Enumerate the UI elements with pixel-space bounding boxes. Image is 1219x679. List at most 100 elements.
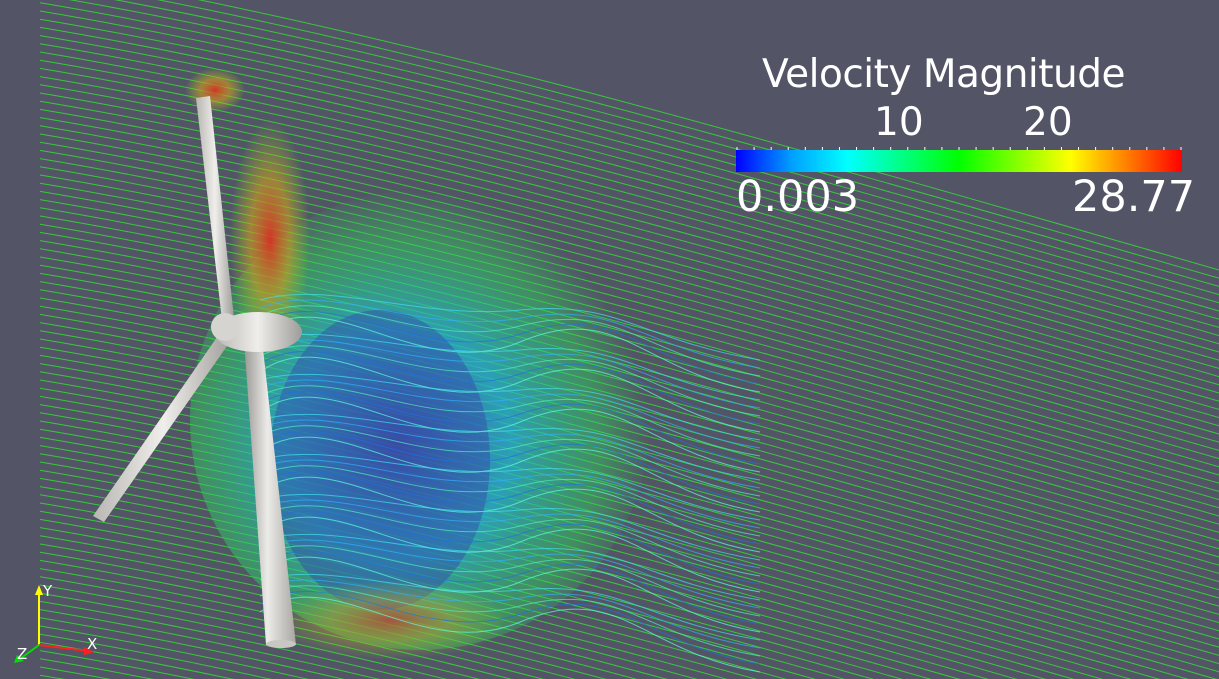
- wake-streamline: [259, 545, 761, 617]
- streamline: [39, 469, 903, 679]
- streamline: [39, 158, 1219, 460]
- colorbar-gradient: [736, 150, 1182, 172]
- wake-streamline: [259, 579, 761, 649]
- wake-streamline: [259, 316, 761, 393]
- turbine-hub: [211, 313, 239, 341]
- streamline: [68, 0, 1219, 296]
- streamline: [39, 600, 414, 679]
- wake-streamline: [259, 550, 761, 625]
- wake-streamline: [259, 299, 761, 369]
- streamline: [39, 543, 638, 679]
- legend-range-max: 28.77: [1072, 172, 1196, 222]
- wake-streamline: [259, 305, 761, 377]
- streamline: [39, 26, 1219, 328]
- wake-streamline: [259, 430, 761, 505]
- wake-streamline: [259, 385, 761, 457]
- wake-streamline: [259, 505, 761, 577]
- legend-tick-label: 10: [874, 100, 924, 145]
- wake-streamline: [259, 590, 761, 665]
- wake-streamline: [259, 373, 761, 441]
- wake-streamline: [259, 453, 761, 521]
- streamline: [39, 650, 196, 679]
- streamline: [39, 502, 787, 679]
- wake-streamline: [259, 419, 761, 489]
- wake-streamline: [259, 493, 761, 561]
- streamline: [39, 551, 607, 679]
- wake-streamline: [259, 556, 761, 633]
- streamline: [39, 576, 513, 679]
- wake-streamline: [259, 465, 761, 537]
- z-axis-arrow: [19, 644, 40, 660]
- wake-streamline: [259, 533, 761, 601]
- streamline: [39, 518, 728, 679]
- blade-lower: [93, 330, 234, 522]
- x-axis-label: X: [87, 635, 98, 653]
- streamline: [39, 568, 545, 679]
- streamline: [39, 494, 816, 679]
- wake-streamline: [259, 470, 761, 545]
- streamline: [39, 510, 758, 679]
- wake-streamline: [259, 436, 761, 513]
- turbine-tower: [244, 340, 296, 645]
- wake-streamline: [259, 585, 761, 657]
- streamline: [39, 133, 1219, 435]
- legend-tick-label: 20: [1023, 100, 1073, 145]
- wake-streamline: [259, 356, 761, 433]
- streamline: [157, 0, 1219, 279]
- wake-streamline: [259, 345, 761, 417]
- wake-streamline: [259, 333, 761, 401]
- wake-streamline: [259, 379, 761, 449]
- streamline: [39, 527, 698, 679]
- wake-streamline: [259, 516, 761, 593]
- wake-streamline: [259, 499, 761, 569]
- streamline: [39, 18, 1219, 320]
- streamline: [39, 633, 273, 679]
- z-axis-arrowhead: [14, 655, 24, 663]
- streamline: [39, 641, 235, 679]
- streamline: [39, 35, 1219, 337]
- streamline: [198, 0, 1219, 271]
- streamline: [39, 559, 576, 679]
- streamline: [39, 617, 345, 679]
- tower-base: [266, 640, 296, 648]
- wake-streamline: [259, 310, 761, 385]
- streamline: [39, 592, 448, 679]
- wake-streamline: [259, 413, 761, 481]
- streamline: [114, 0, 1219, 287]
- streamline: [39, 625, 310, 679]
- z-axis-label: Z: [17, 645, 28, 663]
- streamline: [39, 609, 380, 679]
- legend-title: Velocity Magnitude: [762, 52, 1126, 97]
- wake-streamline: [259, 510, 761, 585]
- wake-streamline: [259, 573, 761, 641]
- streamline: [39, 477, 875, 679]
- wake-streamlines: [259, 293, 761, 673]
- wake-streamline: [259, 396, 761, 473]
- wake-streamline: [259, 425, 761, 497]
- y-axis-label: Y: [43, 582, 53, 600]
- blade-upper: [196, 96, 234, 320]
- wake-streamline: [259, 350, 761, 425]
- y-axis-arrowhead: [35, 585, 43, 595]
- wake-streamline: [259, 596, 761, 673]
- x-axis-arrow: [38, 644, 89, 652]
- streamline: [39, 584, 481, 679]
- legend-range-min: 0.003: [736, 172, 860, 222]
- wind-turbine: [93, 96, 302, 648]
- colorbar: [736, 147, 1182, 172]
- wake-streamline: [259, 459, 761, 529]
- x-axis-arrowhead: [84, 647, 94, 655]
- wake-streamline: [259, 390, 761, 465]
- wake-streamline: [259, 476, 761, 553]
- orientation-axes: [14, 585, 94, 663]
- streamline: [39, 125, 1219, 427]
- wake-streamline: [259, 539, 761, 609]
- streamline: [39, 149, 1219, 451]
- streamline: [39, 141, 1219, 443]
- streamline: [39, 2, 1219, 304]
- streamline: [39, 10, 1219, 312]
- wake-streamline: [259, 293, 761, 361]
- streamline: [39, 535, 668, 679]
